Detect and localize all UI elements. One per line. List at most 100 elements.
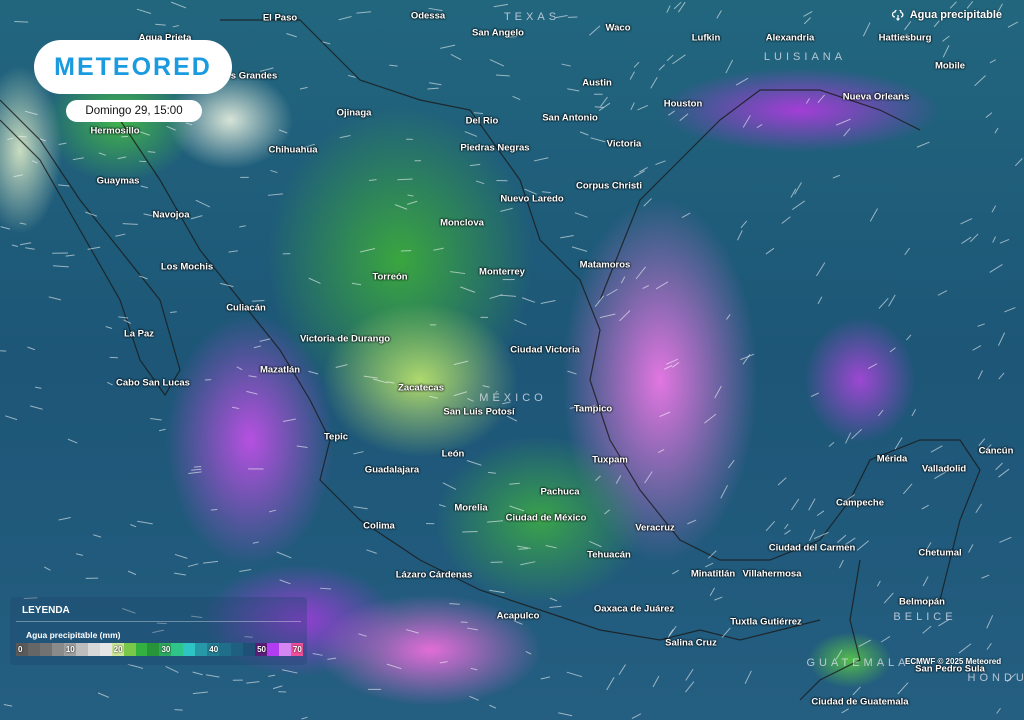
legend-panel: LEYENDA Agua precipitable (mm) 0 10 20 30 40… [10, 597, 307, 665]
city-label: Acapulco [496, 610, 540, 622]
city-label: Colima [363, 520, 395, 532]
city-label: Tepic [323, 431, 349, 443]
legend-swatch [147, 643, 160, 656]
legend-swatch [195, 643, 208, 656]
region-label: GUATEMALA [806, 657, 910, 669]
city-label: Mobile [934, 60, 966, 72]
legend-swatch [39, 643, 52, 656]
city-label: Nueva Orleans [842, 91, 910, 103]
legend-swatch [278, 643, 291, 656]
legend-swatch [219, 643, 232, 656]
city-label: Morelia [454, 502, 488, 514]
city-label: Austin [582, 77, 612, 89]
legend-swatch [171, 643, 184, 656]
city-label: Victoria de Durango [299, 333, 391, 345]
city-label: Valladolid [921, 463, 967, 475]
city-label: León [441, 448, 465, 460]
city-label: Ojinaga [336, 107, 372, 119]
region-label: TEXAS [503, 11, 561, 23]
layer-indicator[interactable]: Agua precipitable [891, 9, 1002, 21]
city-label: Ciudad de México [505, 512, 587, 524]
legend-title: LEYENDA [22, 605, 70, 616]
city-label: Salina Cruz [665, 637, 717, 649]
color-scale: 0 10 20 30 40 50 70 [16, 643, 303, 656]
city-label: Tuxpam [592, 454, 628, 466]
city-label: Navojoa [152, 209, 190, 221]
legend-swatch [51, 643, 64, 656]
city-label: Tampico [573, 403, 613, 415]
city-label: Mazatlán [259, 364, 301, 376]
legend-swatch: 30 [159, 643, 172, 656]
city-label: Villahermosa [742, 568, 802, 580]
forecast-timestamp: Domingo 29, 15:00 [66, 100, 202, 122]
city-label: Mérida [876, 453, 908, 465]
legend-swatch: 70 [290, 643, 303, 656]
region-label: BELICE [893, 611, 957, 623]
city-label: Tuxtla Gutiérrez [730, 616, 802, 628]
city-label: Zacatecas [398, 382, 444, 394]
city-label: Pachuca [540, 486, 580, 498]
city-label: Lufkin [691, 32, 721, 44]
city-label: Guadalajara [364, 464, 420, 476]
city-label: Minatitlán [690, 568, 736, 580]
legend-swatch [183, 643, 196, 656]
city-label: Houston [663, 98, 703, 110]
legend-swatch [27, 643, 40, 656]
city-label: Hermosillo [90, 125, 140, 137]
region-label: LUISIANA [763, 51, 847, 63]
city-label: Belmopán [899, 596, 945, 608]
legend-tick-label: 0 [18, 645, 23, 654]
legend-swatch: 0 [16, 643, 28, 656]
city-label: s Grandes [230, 70, 278, 82]
legend-tick-label: 50 [257, 645, 266, 654]
legend-tick-label: 70 [292, 645, 302, 654]
city-label: Torreón [372, 271, 408, 283]
legend-swatch [75, 643, 88, 656]
legend-swatch [87, 643, 100, 656]
legend-swatch [267, 643, 279, 656]
legend-swatch [135, 643, 148, 656]
city-label: Odessa [410, 10, 446, 22]
legend-swatch [231, 643, 244, 656]
city-label: Oaxaca de Juárez [593, 603, 675, 615]
city-label: Monclova [440, 217, 484, 229]
city-label: Corpus Christi [576, 180, 642, 192]
legend-swatch: 20 [111, 643, 124, 656]
city-label: San Angelo [472, 27, 524, 39]
city-label: Ciudad Victoria [510, 344, 580, 356]
city-label: Lázaro Cárdenas [395, 569, 473, 581]
city-label: Matamoros [579, 259, 631, 271]
legend-swatch: 40 [207, 643, 220, 656]
legend-swatch: 10 [63, 643, 76, 656]
city-label: Chihuahua [268, 144, 318, 156]
city-label: San Pedro Sula [915, 663, 985, 675]
legend-swatch [243, 643, 256, 656]
city-label: Los Mochis [160, 261, 214, 273]
city-label: Culiacán [226, 302, 266, 314]
region-label: HONDURAS [967, 672, 1024, 684]
legend-swatch [99, 643, 112, 656]
legend-divider [16, 621, 301, 622]
legend-tick-label: 20 [113, 645, 123, 654]
cloud-rain-icon [891, 9, 904, 21]
legend-tick-label: 30 [161, 645, 171, 654]
legend-subtitle: Agua precipitable (mm) [26, 630, 121, 640]
layer-label: Agua precipitable [909, 9, 1002, 21]
city-label: Nuevo Laredo [500, 193, 564, 205]
city-label: Chetumal [918, 547, 962, 559]
legend-tick-label: 40 [209, 645, 219, 654]
city-label: La Paz [123, 328, 155, 340]
city-label: Ciudad del Carmen [768, 542, 856, 554]
city-label: Guaymas [96, 175, 140, 187]
meteored-logo[interactable]: METEORED [34, 40, 232, 94]
city-label: Tehuacán [587, 549, 631, 561]
city-label: San Antonio [542, 112, 598, 124]
legend-swatch [123, 643, 136, 656]
city-label: Del Rio [465, 115, 499, 127]
city-label: El Paso [262, 12, 298, 24]
city-label: Victoria [606, 138, 642, 150]
city-label: Piedras Negras [460, 142, 530, 154]
city-label: Cancún [978, 445, 1014, 457]
city-label: Monterrey [479, 266, 525, 278]
